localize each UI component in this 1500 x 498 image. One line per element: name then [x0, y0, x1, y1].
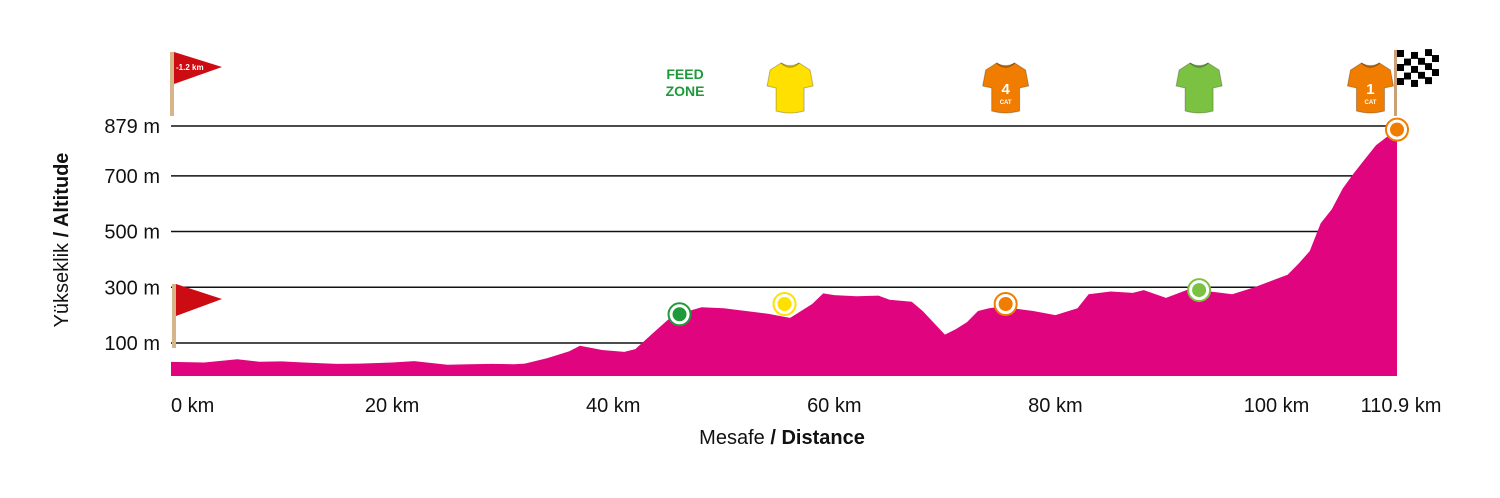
jersey-cat: CAT: [1365, 100, 1377, 106]
x-tick-label: 80 km: [1028, 395, 1082, 417]
jersey-number: 1: [1366, 81, 1374, 98]
x-tick-label: 60 km: [807, 395, 861, 417]
marker-dot: [772, 291, 797, 316]
y-tick-label: 100 m: [104, 333, 160, 355]
feed-zone-line1: FEED: [666, 66, 703, 82]
jersey-icon: [1175, 62, 1223, 114]
start-flag-icon: [172, 284, 222, 348]
y-tick-labels: 100 m 300 m 500 m 700 m 879 m: [104, 116, 160, 355]
jersey-icon: 1 CAT: [1346, 62, 1395, 114]
elevation-profile-path: [171, 132, 1397, 376]
flags: -1.2 km: [170, 48, 1439, 348]
final-km-flag-icon: -1.2 km: [170, 52, 222, 116]
jersey-cat: CAT: [1000, 100, 1012, 106]
y-tick-label: 500 m: [104, 222, 160, 244]
x-tick-label: 20 km: [365, 395, 419, 417]
elevation-area: [171, 132, 1397, 376]
y-tick-label: 700 m: [104, 166, 160, 188]
feed-zone-line2: ZONE: [666, 83, 705, 99]
x-tick-label: 110.9 km: [1361, 395, 1442, 417]
y-axis-title: Yükseklik / Altitude: [51, 153, 73, 328]
marker-dot: [1385, 117, 1409, 142]
jersey-number: 4: [1001, 81, 1010, 98]
y-tick-label: 879 m: [104, 116, 160, 138]
x-tick-label: 0 km: [171, 395, 214, 417]
checkered-finish-flag-icon: [1394, 48, 1439, 116]
x-tick-label: 100 km: [1244, 395, 1310, 417]
x-tick-label: 40 km: [586, 395, 640, 417]
jersey-icon: [766, 62, 814, 114]
y-tick-label: 300 m: [104, 277, 160, 299]
x-tick-labels: 0 km 20 km 40 km 60 km 80 km 100 km 110.9 km: [171, 395, 1441, 417]
sprint-climb-markers: [667, 117, 1409, 327]
x-axis-title: Mesafe / Distance: [699, 427, 865, 449]
final-km-flag-text: -1.2 km: [176, 63, 204, 72]
marker-dot: [1187, 278, 1212, 303]
jersey-icon: 4 CAT: [982, 62, 1030, 114]
marker-dot: [667, 302, 692, 327]
marker-dot: [993, 291, 1018, 316]
